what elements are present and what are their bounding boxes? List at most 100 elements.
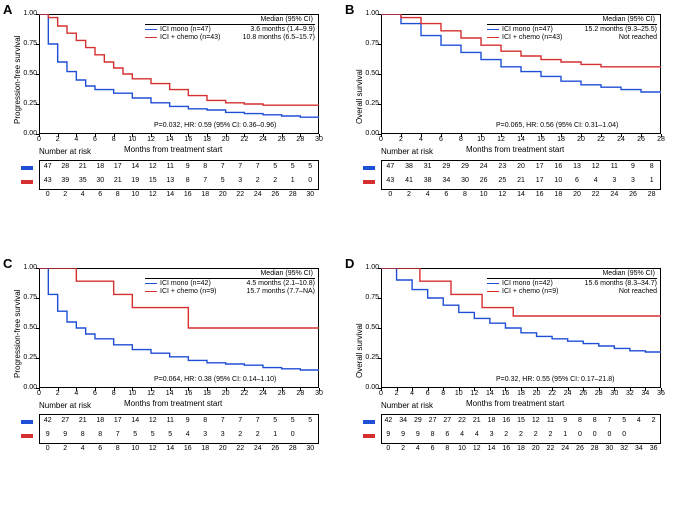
- risk-cell: 2: [543, 431, 558, 438]
- risk-cell: 22: [455, 417, 470, 424]
- legend-median: 4.5 months (2.1–10.8): [247, 280, 316, 287]
- xtick-mark: [568, 388, 569, 391]
- xtick-mark: [381, 388, 382, 391]
- risk-xtick: 4: [418, 191, 437, 198]
- panel-A: A0.000.250.500.751.000246810121416182022…: [3, 2, 338, 252]
- risk-cell: 7: [249, 163, 267, 170]
- xtick: 14: [164, 136, 176, 143]
- risk-cell: 2: [646, 417, 661, 424]
- risk-xtick: 26: [573, 445, 588, 452]
- xtick-mark: [621, 134, 622, 137]
- xtick: 16: [182, 136, 194, 143]
- risk-xtick: 22: [232, 191, 250, 198]
- risk-cell: 1: [284, 177, 302, 184]
- xtick-mark: [226, 134, 227, 137]
- risk-xtick: 20: [214, 445, 232, 452]
- xtick: 18: [201, 390, 213, 397]
- xtick-mark: [381, 134, 382, 137]
- risk-cell: 29: [437, 163, 456, 170]
- legend-swatch-mono: [487, 29, 499, 30]
- legend-label: ICI + chemo (n=9): [160, 288, 216, 295]
- risk-cell: 8: [197, 417, 215, 424]
- xtick: 22: [595, 136, 607, 143]
- xtick-mark: [552, 388, 553, 391]
- xtick-mark: [641, 134, 642, 137]
- xtick: 24: [257, 390, 269, 397]
- risk-cell: 5: [144, 431, 162, 438]
- risk-cell: 5: [214, 177, 232, 184]
- risk-cell: 6: [440, 431, 455, 438]
- legend-row: ICI mono (n=42)4.5 months (2.1–10.8): [145, 280, 315, 287]
- risk-xtick: 0: [39, 191, 57, 198]
- legend-median: 10.8 months (6.5–15.7): [243, 34, 315, 41]
- xtick: 6: [422, 390, 434, 397]
- xtick-mark: [263, 134, 264, 137]
- risk-cell: 27: [440, 417, 455, 424]
- xtick-mark: [300, 134, 301, 137]
- risk-xtick: 12: [493, 191, 512, 198]
- risk-cell: 42: [39, 417, 57, 424]
- xtick: 8: [437, 390, 449, 397]
- xtick: 14: [164, 390, 176, 397]
- xtick: 8: [108, 136, 120, 143]
- xtick: 10: [475, 136, 487, 143]
- risk-cell: 0: [587, 431, 602, 438]
- legend-header: Median (95% CI): [145, 270, 315, 279]
- risk-cell: 30: [92, 177, 110, 184]
- risk-xtick: 10: [127, 445, 145, 452]
- legend-row: ICI + chemo (n=43)Not reached: [487, 34, 657, 41]
- xtick: 6: [89, 390, 101, 397]
- xtick: 0: [33, 136, 45, 143]
- xtick: 36: [655, 390, 667, 397]
- xtick-mark: [541, 134, 542, 137]
- xtick-mark: [490, 388, 491, 391]
- xtick: 16: [182, 390, 194, 397]
- risk-cell: 4: [469, 431, 484, 438]
- xtick-mark: [661, 134, 662, 137]
- xtick-mark: [151, 134, 152, 137]
- xtick-mark: [537, 388, 538, 391]
- x-axis-label: Months from treatment start: [466, 399, 564, 408]
- legend-label: ICI + chemo (n=43): [502, 34, 562, 41]
- risk-cell: 28: [57, 163, 75, 170]
- risk-cell: 34: [396, 417, 411, 424]
- xtick-mark: [39, 388, 40, 391]
- risk-xtick: 24: [558, 445, 573, 452]
- xtick: 18: [201, 136, 213, 143]
- risk-xtick: 26: [267, 191, 285, 198]
- risk-xtick: 4: [74, 445, 92, 452]
- risk-xtick: 28: [284, 191, 302, 198]
- risk-cell: 15: [144, 177, 162, 184]
- xtick-mark: [263, 388, 264, 391]
- risk-cell: 9: [410, 431, 425, 438]
- stat-text: P=0.32, HR: 0.55 (95% CI: 0.17–21.8): [496, 376, 615, 383]
- xtick-mark: [226, 388, 227, 391]
- xtick: 28: [294, 136, 306, 143]
- stat-text: P=0.064, HR: 0.38 (95% CI: 0.14–1.10): [154, 376, 276, 383]
- risk-cell: 5: [162, 431, 180, 438]
- risk-cell: 7: [602, 417, 617, 424]
- risk-xtick: 28: [587, 445, 602, 452]
- risk-xtick: 20: [214, 191, 232, 198]
- risk-cell: 1: [267, 431, 285, 438]
- xtick: 24: [615, 136, 627, 143]
- xtick: 22: [546, 390, 558, 397]
- risk-cell: 12: [586, 163, 605, 170]
- risk-cell: 7: [109, 431, 127, 438]
- risk-cell: 21: [512, 177, 531, 184]
- risk-xtick: 8: [109, 191, 127, 198]
- xtick: 4: [70, 390, 82, 397]
- ytick: 1.00: [15, 10, 37, 17]
- xtick: 2: [52, 390, 64, 397]
- xtick: 14: [515, 136, 527, 143]
- risk-cell: 7: [214, 163, 232, 170]
- xtick: 20: [531, 390, 543, 397]
- xtick-mark: [614, 388, 615, 391]
- xtick-mark: [244, 134, 245, 137]
- risk-cell: 8: [425, 431, 440, 438]
- xtick: 0: [33, 390, 45, 397]
- risk-xtick: 16: [179, 191, 197, 198]
- risk-cell: 2: [249, 177, 267, 184]
- risk-xtick: 0: [39, 445, 57, 452]
- risk-cell: 27: [57, 417, 75, 424]
